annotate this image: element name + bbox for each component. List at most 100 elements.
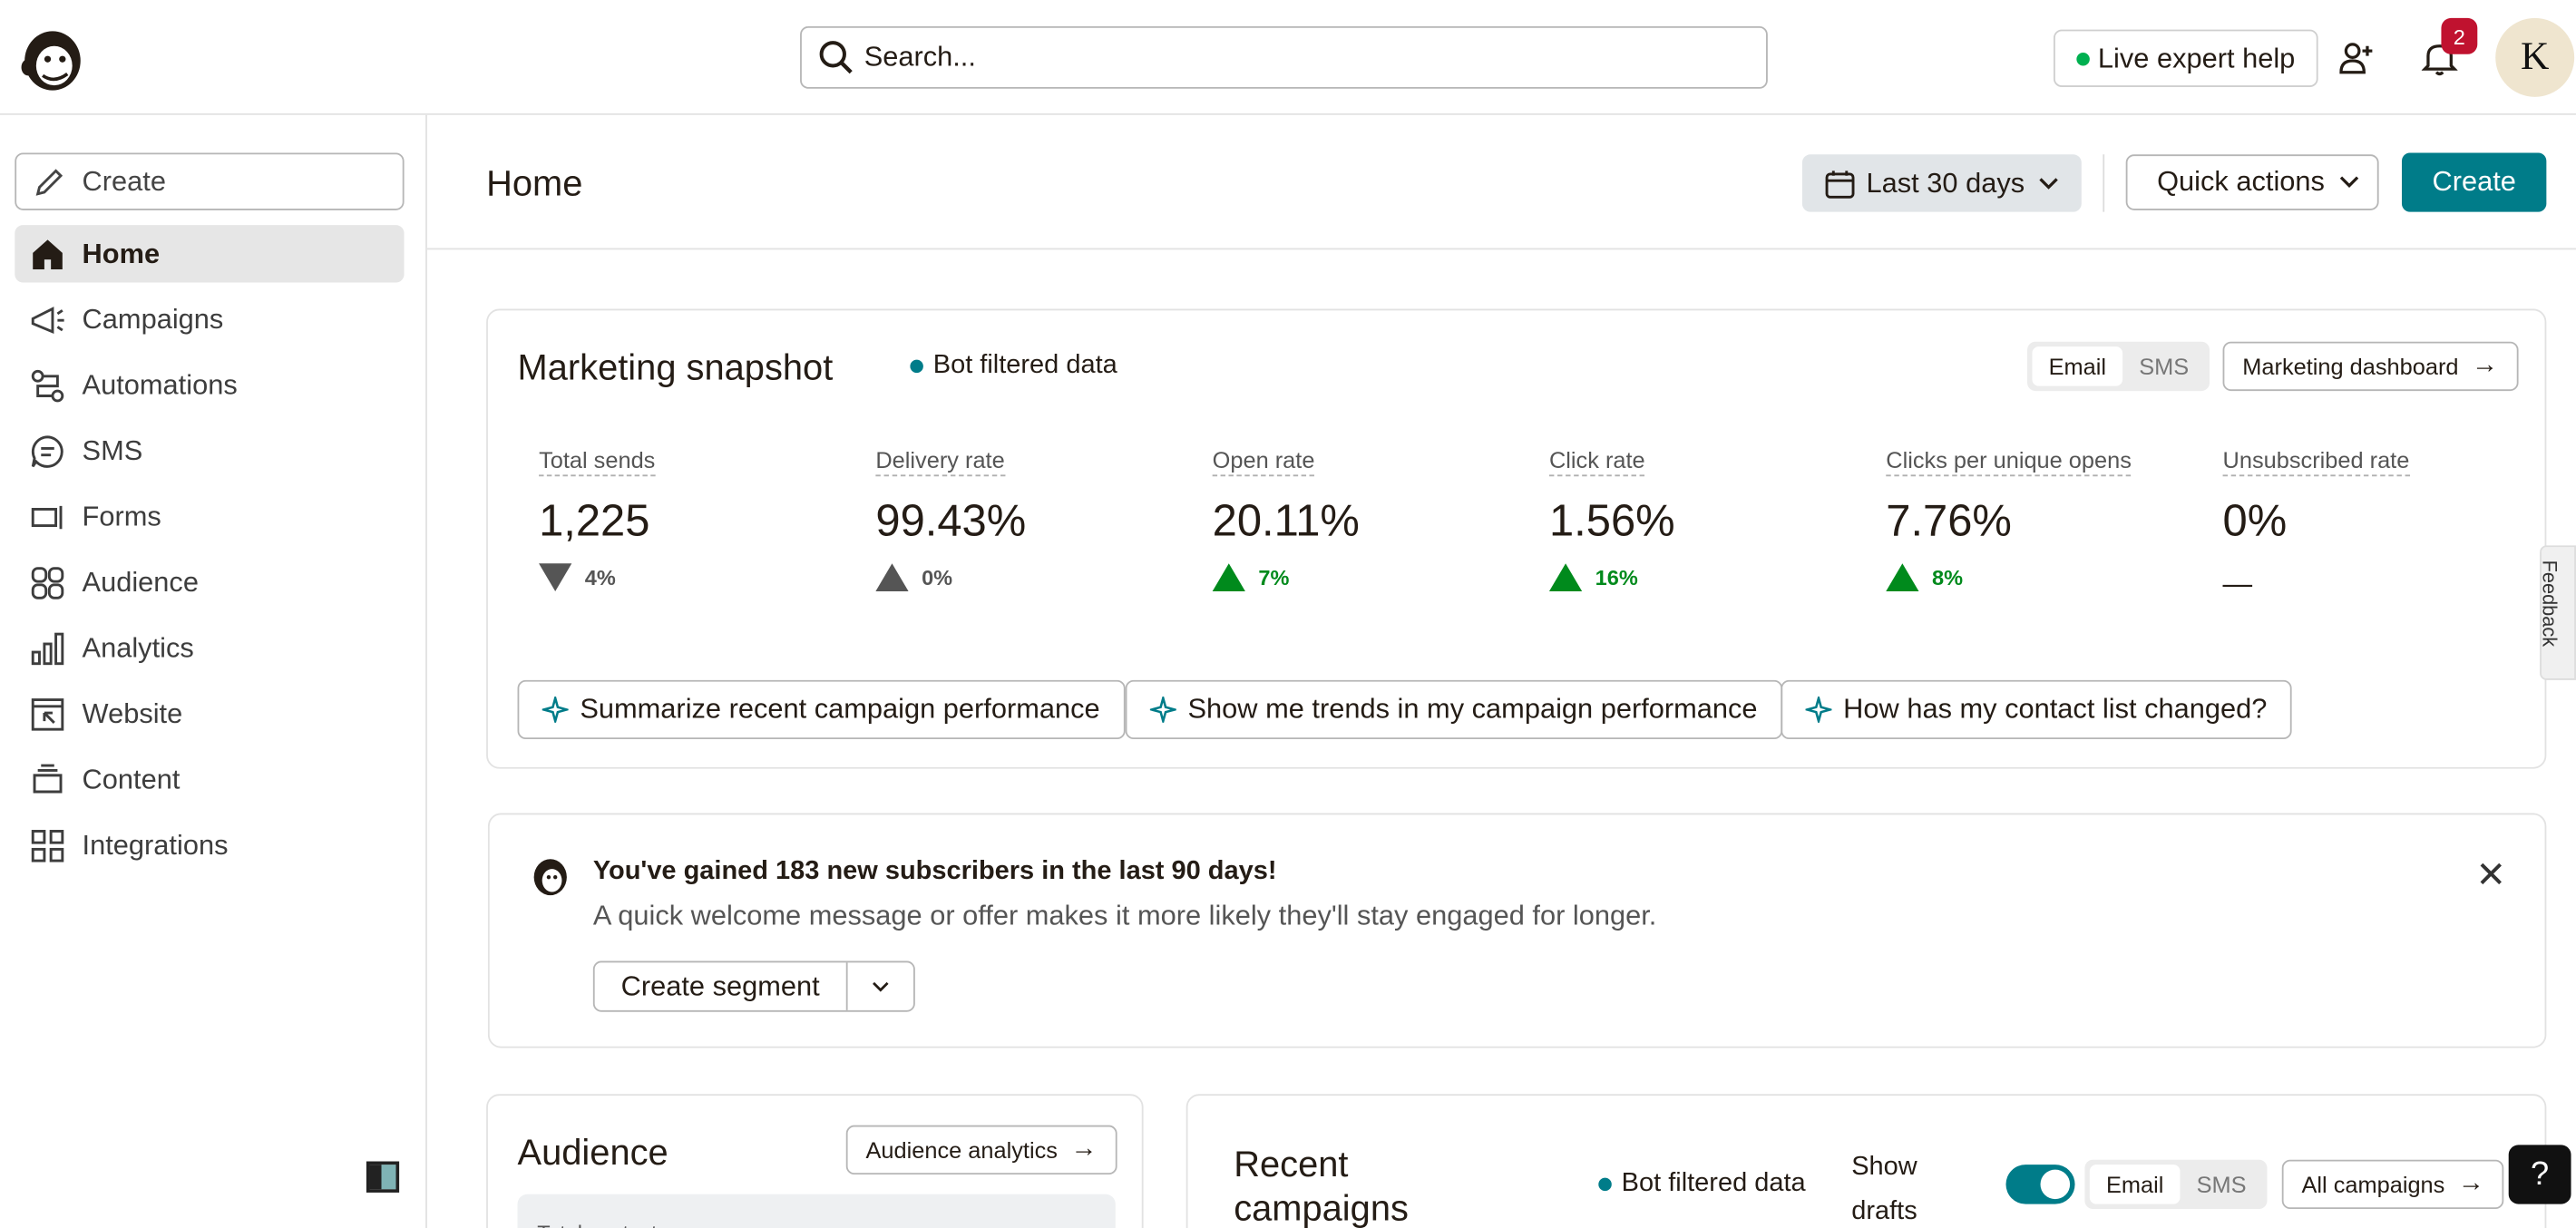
- date-range-label: Last 30 days: [1866, 166, 2025, 199]
- audience-card: Audience Audience analytics → Total cont…: [486, 1094, 1144, 1228]
- marketing-snapshot-title: Marketing snapshot: [517, 346, 834, 388]
- toggle-email[interactable]: Email: [2032, 346, 2123, 386]
- metric-unsubscribed-rate: Unsubscribed rate 0% —: [2222, 447, 2535, 601]
- show-drafts-toggle[interactable]: [2005, 1165, 2075, 1204]
- add-user-button[interactable]: [2337, 36, 2379, 79]
- pencil-icon: [35, 168, 63, 195]
- arrow-right-icon: →: [2457, 1169, 2484, 1198]
- metric-clicks-per-unique-opens: Clicks per unique opens 7.76% 8%: [1886, 447, 2198, 592]
- metric-value: 99.43%: [875, 495, 1027, 546]
- user-avatar[interactable]: K: [2495, 17, 2575, 97]
- sidebar-item-label: Forms: [82, 500, 161, 531]
- ai-prompt-summarize[interactable]: Summarize recent campaign performance: [517, 679, 1125, 740]
- metric-change: —: [2222, 566, 2253, 600]
- quick-actions-label: Quick actions: [2157, 165, 2325, 198]
- online-status-dot: [2076, 52, 2090, 65]
- bell-icon: [2421, 44, 2458, 76]
- sidebar-item-content[interactable]: Content: [15, 751, 404, 808]
- bot-filtered-indicator: Bot filtered data: [910, 352, 1117, 382]
- metric-value: 1.56%: [1548, 495, 1675, 546]
- date-range-dropdown[interactable]: Last 30 days: [1801, 154, 2082, 212]
- sparkle-icon: [1805, 696, 1832, 723]
- feedback-tab[interactable]: Feedback: [2540, 545, 2576, 680]
- sidebar-item-home[interactable]: Home: [15, 225, 405, 283]
- metric-value: 1,225: [539, 495, 650, 546]
- sidebar-item-forms[interactable]: Forms: [15, 488, 404, 545]
- all-campaigns-label: All campaigns: [2301, 1171, 2445, 1198]
- toggle-sms[interactable]: SMS: [2196, 1171, 2247, 1198]
- audience-analytics-button[interactable]: Audience analytics →: [845, 1125, 1117, 1175]
- quick-actions-dropdown[interactable]: Quick actions: [2125, 154, 2379, 210]
- mailchimp-logo-icon[interactable]: [16, 22, 85, 94]
- automations-icon: [31, 368, 64, 402]
- sidebar-item-label: Campaigns: [82, 303, 224, 335]
- create-segment-button[interactable]: Create segment: [595, 962, 848, 1010]
- metric-value: 20.11%: [1212, 495, 1360, 546]
- marketing-dashboard-button[interactable]: Marketing dashboard →: [2222, 341, 2518, 392]
- metric-label[interactable]: Total sends: [539, 447, 656, 477]
- close-icon[interactable]: ✕: [2475, 853, 2506, 896]
- marketing-snapshot-card: Marketing snapshot Bot filtered data Ema…: [486, 308, 2547, 769]
- sidebar-item-label: Automations: [82, 368, 238, 401]
- ai-prompt-contact-list[interactable]: How has my contact list changed?: [1781, 679, 2292, 740]
- feedback-label: Feedback: [2540, 560, 2561, 648]
- help-button[interactable]: ?: [2508, 1145, 2571, 1204]
- search-bar[interactable]: [800, 25, 1768, 89]
- metric-click-rate: Click rate 1.56% 16%: [1548, 447, 1861, 592]
- trend-up-icon: [1548, 563, 1583, 592]
- total-contacts-panel: Total contacts: [517, 1194, 1116, 1228]
- trend-down-icon: [539, 563, 572, 592]
- sidebar: Create Home Campaigns Automations SMS Fo…: [0, 114, 427, 1228]
- all-campaigns-button[interactable]: All campaigns →: [2281, 1159, 2504, 1210]
- ai-prompt-trends[interactable]: Show me trends in my campaign performanc…: [1125, 679, 1782, 740]
- metric-label[interactable]: Click rate: [1548, 447, 1645, 477]
- ai-prompt-label: How has my contact list changed?: [1843, 693, 2268, 725]
- search-input[interactable]: [864, 41, 1719, 74]
- create-button[interactable]: Create: [2401, 152, 2547, 212]
- notification-count-badge: 2: [2441, 17, 2478, 54]
- sidebar-item-label: Content: [82, 763, 181, 794]
- mailchimp-freddie-icon: [533, 859, 567, 896]
- sidebar-item-campaigns[interactable]: Campaigns: [15, 291, 404, 348]
- metric-label[interactable]: Open rate: [1212, 447, 1315, 477]
- subscriber-notice-card: You've gained 183 new subscribers in the…: [487, 813, 2547, 1048]
- live-expert-help-button[interactable]: Live expert help: [2054, 29, 2318, 87]
- sidebar-item-audience[interactable]: Audience: [15, 553, 404, 610]
- sidebar-create-label: Create: [82, 165, 166, 197]
- sidebar-item-integrations[interactable]: Integrations: [15, 816, 404, 873]
- toggle-sms[interactable]: SMS: [2139, 353, 2190, 380]
- home-icon: [33, 239, 63, 269]
- content-icon: [33, 763, 63, 793]
- notifications-button[interactable]: [2418, 36, 2461, 79]
- toggle-email[interactable]: Email: [2089, 1165, 2181, 1204]
- metric-change: 0%: [922, 565, 953, 590]
- audience-title: Audience: [517, 1131, 668, 1174]
- audience-analytics-label: Audience analytics: [865, 1136, 1058, 1164]
- sidebar-item-label: Audience: [82, 565, 199, 598]
- metric-label[interactable]: Delivery rate: [875, 447, 1005, 477]
- sidebar-item-sms[interactable]: SMS: [15, 422, 404, 479]
- sidebar-item-automations[interactable]: Automations: [15, 356, 404, 414]
- sidebar-item-website[interactable]: Website: [15, 685, 404, 742]
- metric-label[interactable]: Clicks per unique opens: [1886, 447, 2132, 477]
- metric-value: 0%: [2222, 495, 2288, 546]
- chevron-down-icon: [2040, 177, 2059, 189]
- collapse-sidebar-icon[interactable]: [366, 1161, 400, 1193]
- metric-change: 8%: [1931, 565, 1964, 590]
- create-segment-dropdown[interactable]: [847, 977, 912, 997]
- search-icon: [819, 41, 853, 74]
- sidebar-create-button[interactable]: Create: [15, 152, 405, 210]
- recent-campaigns-card: Recent campaigns Bot filtered data Show …: [1186, 1094, 2547, 1228]
- sidebar-item-analytics[interactable]: Analytics: [15, 619, 404, 677]
- show-drafts-label: Show drafts: [1851, 1153, 1917, 1226]
- channel-toggle: Email SMS: [2084, 1159, 2269, 1210]
- create-segment-split-button: Create segment: [592, 960, 915, 1012]
- bot-filtered-label: Bot filtered data: [932, 351, 1117, 380]
- bot-filtered-indicator: Bot filtered data: [1598, 1170, 1806, 1200]
- metric-change: 7%: [1258, 565, 1290, 590]
- metric-label[interactable]: Unsubscribed rate: [2222, 447, 2410, 477]
- sidebar-item-label: Home: [82, 237, 161, 269]
- sparkle-icon: [1149, 696, 1176, 723]
- integrations-icon: [31, 829, 64, 862]
- megaphone-icon: [31, 306, 64, 334]
